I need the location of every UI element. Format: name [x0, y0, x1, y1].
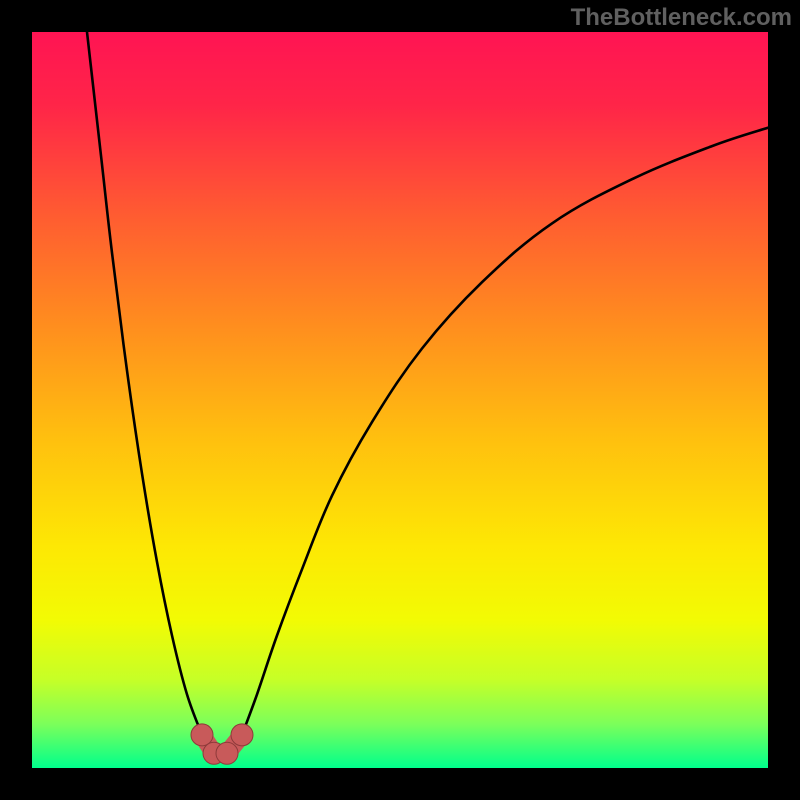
bottleneck-curve — [87, 32, 202, 735]
marker-dot — [216, 742, 238, 764]
marker-dot — [191, 724, 213, 746]
bottleneck-curve — [242, 128, 768, 735]
plot-area — [32, 32, 768, 768]
watermark-text: TheBottleneck.com — [571, 4, 792, 32]
chart-container: { "source_watermark": "TheBottleneck.com… — [0, 0, 800, 800]
marker-dot — [231, 724, 253, 746]
curve-layer — [32, 32, 768, 768]
